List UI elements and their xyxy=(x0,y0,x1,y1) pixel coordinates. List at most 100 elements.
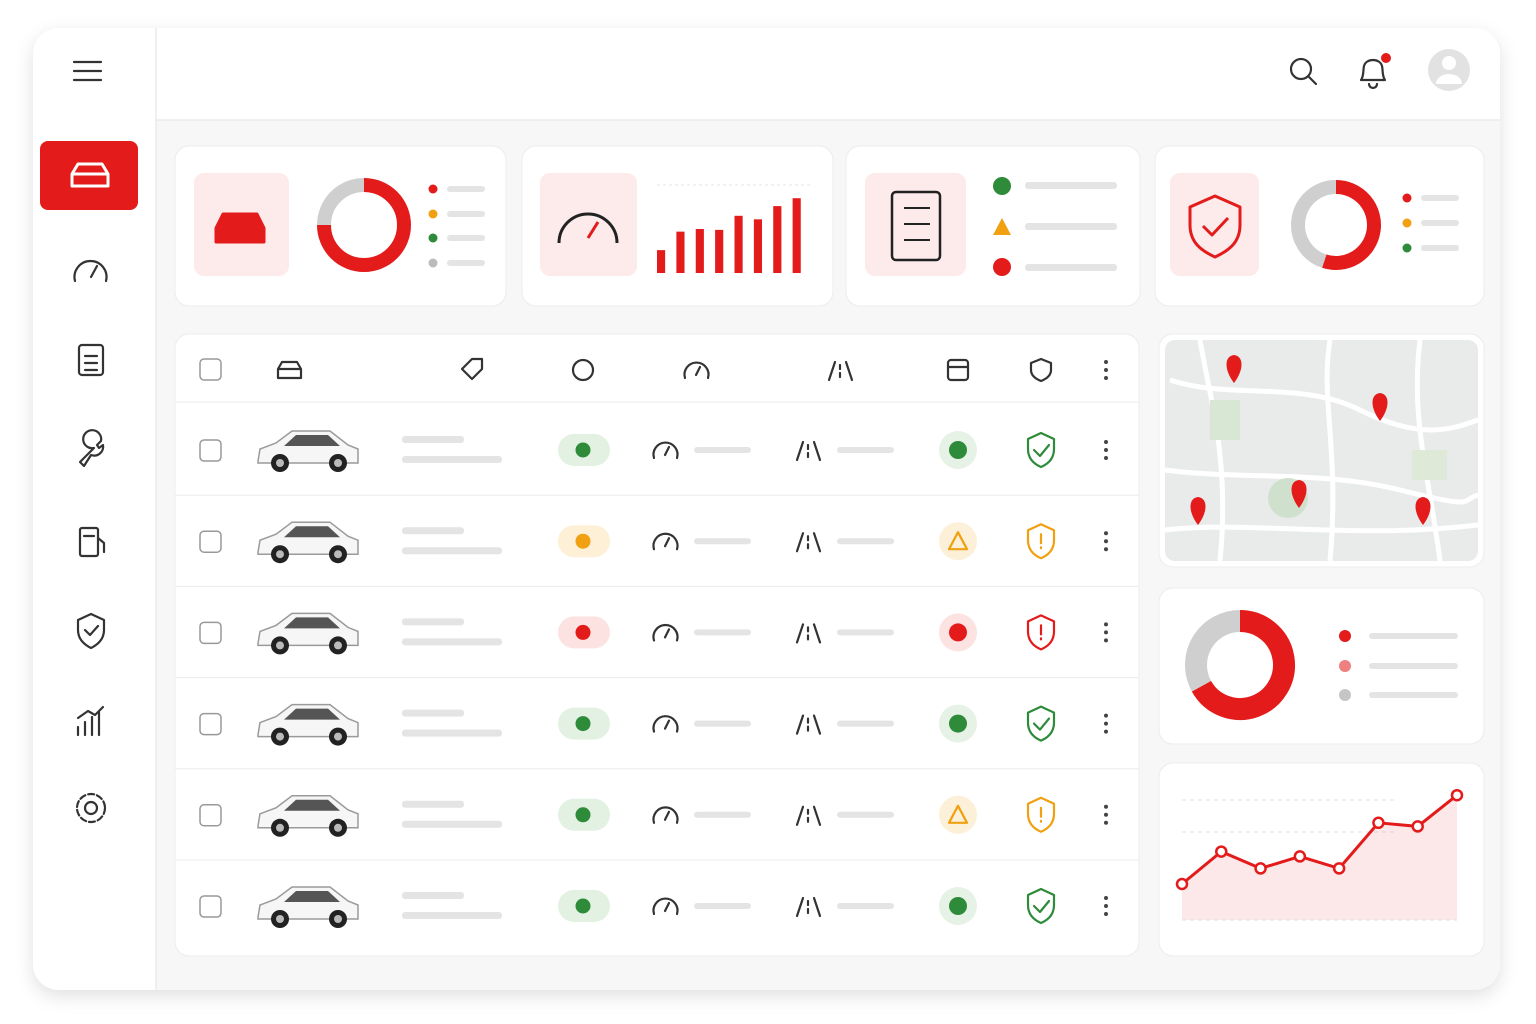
check-badge-bg xyxy=(939,795,977,834)
row-checkbox[interactable] xyxy=(199,621,222,645)
text-placeholder xyxy=(694,629,751,636)
nav-reports[interactable] xyxy=(76,705,105,737)
nav-settings[interactable] xyxy=(75,792,107,824)
fleet-row xyxy=(175,859,1139,929)
text-placeholder xyxy=(837,629,894,636)
fleet-row xyxy=(175,585,1139,656)
line-point xyxy=(1215,845,1228,858)
text-placeholder xyxy=(694,903,751,909)
status-dot xyxy=(575,716,591,732)
bar xyxy=(734,215,743,273)
bar xyxy=(657,250,666,273)
nav-speed[interactable] xyxy=(73,259,108,283)
text-placeholder xyxy=(837,811,894,818)
row-checkbox[interactable] xyxy=(199,712,222,736)
text-placeholder xyxy=(402,709,464,717)
check-badge xyxy=(949,623,967,642)
distance-icon xyxy=(795,714,822,735)
check-badge xyxy=(949,897,967,915)
donut-segment xyxy=(1191,610,1295,720)
row-menu-dot xyxy=(1104,896,1108,900)
text-placeholder xyxy=(837,538,894,545)
shield-badge xyxy=(1026,431,1056,469)
donut-segment xyxy=(1322,180,1381,270)
text-placeholder xyxy=(402,729,502,737)
shield-badge xyxy=(1026,887,1056,925)
shield-badge xyxy=(1026,614,1056,651)
row-menu-dot xyxy=(1104,539,1108,544)
text-placeholder xyxy=(694,720,751,727)
search-button[interactable] xyxy=(1289,57,1318,86)
distance-icon xyxy=(795,805,822,826)
nav-tasks[interactable] xyxy=(77,343,105,377)
text-placeholder xyxy=(694,538,751,545)
text-placeholder xyxy=(837,903,894,909)
task-legend xyxy=(993,177,1117,276)
nav-maintenance[interactable] xyxy=(78,429,105,468)
status-dot xyxy=(575,533,591,549)
text-placeholder xyxy=(402,547,502,555)
line-point xyxy=(1254,862,1267,875)
row-menu-dot xyxy=(1104,531,1108,536)
row-menu-dot xyxy=(1104,448,1108,452)
text-placeholder xyxy=(402,618,464,626)
text-placeholder xyxy=(402,800,464,808)
status-dot xyxy=(575,442,591,458)
row-menu-dot xyxy=(1104,912,1108,916)
distance-icon xyxy=(795,440,822,462)
text-placeholder xyxy=(837,447,894,453)
row-menu-dot xyxy=(1104,456,1108,460)
fleet-row xyxy=(175,494,1139,564)
nav-safety[interactable] xyxy=(76,612,106,650)
shield-badge xyxy=(1026,705,1056,742)
row-menu-dot xyxy=(1104,440,1108,444)
row-checkbox[interactable] xyxy=(199,439,222,462)
fleet-row xyxy=(199,430,1108,473)
status-dot xyxy=(575,807,591,823)
check-badge xyxy=(947,804,969,824)
row-menu-dot xyxy=(1104,812,1108,817)
bar xyxy=(773,206,782,273)
bar xyxy=(695,229,704,273)
nav-fuel[interactable] xyxy=(78,526,106,558)
row-checkbox[interactable] xyxy=(199,530,222,553)
speed-icon xyxy=(652,715,679,733)
select-all-checkbox[interactable] xyxy=(199,358,222,381)
speed-icon xyxy=(652,532,679,551)
donut-segment xyxy=(317,178,411,272)
status-dot xyxy=(575,898,591,914)
text-placeholder xyxy=(837,720,894,727)
sidebar xyxy=(33,28,156,990)
row-menu-dot xyxy=(1104,721,1108,726)
menu-button[interactable] xyxy=(72,60,103,82)
row-menu-dot xyxy=(1104,547,1108,552)
row-menu-dot xyxy=(1104,638,1108,643)
bar xyxy=(676,231,685,273)
row-menu-dot xyxy=(1104,630,1108,635)
row-menu-dot xyxy=(1104,904,1108,908)
donut-segment xyxy=(1291,180,1337,268)
row-menu-dot xyxy=(1104,622,1108,627)
line-point xyxy=(1450,788,1464,802)
top-bar xyxy=(156,28,1500,120)
row-checkbox[interactable] xyxy=(199,804,222,827)
map[interactable] xyxy=(1164,339,1479,562)
row-menu-dot xyxy=(1104,820,1108,825)
check-badge xyxy=(949,441,967,459)
table-header xyxy=(175,357,1139,403)
shield-badge xyxy=(1026,523,1056,560)
text-placeholder xyxy=(402,912,502,919)
check-badge xyxy=(947,531,969,551)
legend-placeholders xyxy=(428,184,1459,701)
speed-icon xyxy=(652,441,679,460)
shield-badge xyxy=(1026,796,1056,833)
bar xyxy=(715,229,724,273)
notifications-button[interactable] xyxy=(1359,53,1391,90)
text-placeholder xyxy=(402,527,464,535)
status-dot xyxy=(575,624,591,640)
row-checkbox[interactable] xyxy=(199,895,222,918)
avatar[interactable] xyxy=(1428,49,1470,91)
bar xyxy=(753,219,763,273)
line-point xyxy=(1332,862,1346,875)
